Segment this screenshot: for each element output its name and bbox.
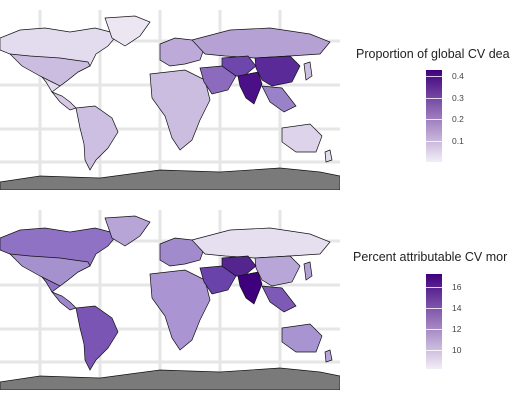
legend-tick-label: 16: [452, 281, 462, 292]
region-new-zealand: [324, 349, 333, 363]
region-usa: [9, 253, 91, 287]
legend-tick-mark: [426, 140, 442, 142]
bottom-legend-colorbar: [426, 274, 442, 369]
bottom-map-panel: Percent attributable CV mor 16 14 12 10: [0, 200, 511, 400]
legend-tick-label: 14: [452, 302, 462, 313]
legend-tick-mark: [426, 286, 442, 288]
region-europe: [159, 37, 206, 67]
legend-tick-label: 0.1: [452, 135, 464, 146]
region-se-asia: [261, 285, 297, 313]
region-japan: [303, 61, 313, 81]
legend-tick-label: 0.3: [452, 92, 464, 103]
region-china: [254, 55, 301, 87]
region-antarctica: [0, 167, 340, 190]
region-india: [237, 71, 263, 105]
region-africa: [149, 69, 211, 151]
region-south-america: [75, 105, 119, 171]
legend-tick-label: 0.2: [452, 114, 464, 125]
region-south-america: [75, 305, 119, 371]
region-new-zealand: [324, 149, 333, 163]
region-africa: [149, 269, 211, 351]
region-china: [254, 255, 301, 287]
legend-tick-mark: [426, 76, 442, 78]
region-india: [237, 271, 263, 305]
legend-tick-mark: [426, 328, 442, 330]
top-legend-colorbar: [426, 70, 442, 162]
legend-tick-label: 12: [452, 323, 462, 334]
bottom-legend-title: Percent attributable CV mor: [353, 250, 508, 264]
legend-tick-label: 10: [452, 345, 462, 355]
legend-tick-label: 0.4: [452, 71, 464, 82]
region-europe: [159, 237, 206, 267]
bottom-world-map: [0, 210, 340, 390]
region-australia: [281, 323, 323, 353]
legend-tick-mark: [426, 119, 442, 121]
top-legend-title: Proportion of global CV dea: [356, 47, 510, 61]
region-usa: [9, 53, 91, 87]
bottom-map-svg: [0, 210, 340, 390]
region-russia: [191, 227, 331, 259]
region-greenland: [104, 15, 151, 47]
region-central-america: [50, 91, 77, 111]
region-australia: [281, 123, 323, 153]
legend-tick-mark: [426, 97, 442, 99]
top-world-map: [0, 10, 340, 190]
top-map-svg: [0, 10, 340, 190]
region-central-america: [50, 291, 77, 311]
region-antarctica: [0, 367, 340, 390]
region-greenland: [104, 215, 151, 247]
legend-tick-mark: [426, 350, 442, 351]
region-se-asia: [261, 85, 297, 113]
region-russia: [191, 27, 331, 59]
region-japan: [303, 261, 313, 281]
legend-tick-mark: [426, 307, 442, 309]
top-map-panel: Proportion of global CV dea 0.4 0.3 0.2 0.1: [0, 10, 510, 190]
